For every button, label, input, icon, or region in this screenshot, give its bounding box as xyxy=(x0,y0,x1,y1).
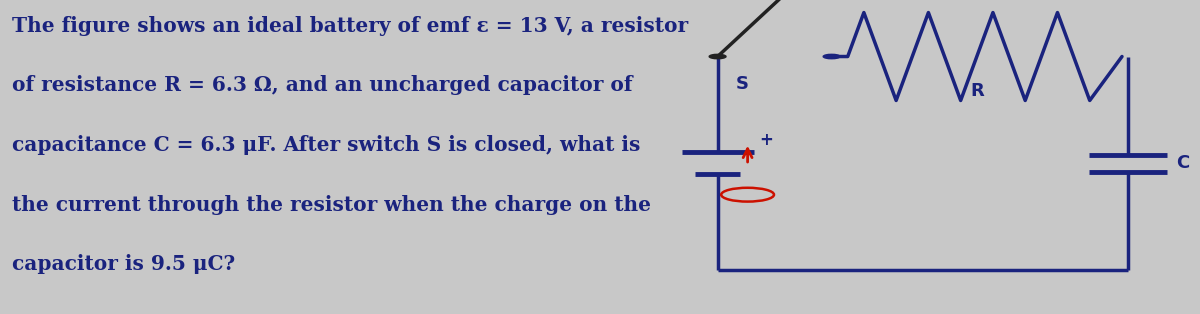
Circle shape xyxy=(823,54,840,59)
Text: +: + xyxy=(760,131,774,149)
Text: C: C xyxy=(1176,154,1190,172)
Text: the current through the resistor when the charge on the: the current through the resistor when th… xyxy=(12,195,650,215)
Text: R: R xyxy=(970,82,984,100)
Text: capacitor is 9.5 μC?: capacitor is 9.5 μC? xyxy=(12,254,235,274)
Text: capacitance C = 6.3 μF. After switch S is closed, what is: capacitance C = 6.3 μF. After switch S i… xyxy=(12,135,641,155)
Text: S: S xyxy=(736,75,749,93)
Text: The figure shows an ideal battery of emf ε = 13 V, a resistor: The figure shows an ideal battery of emf… xyxy=(12,16,688,36)
Text: of resistance R = 6.3 Ω, and an uncharged capacitor of: of resistance R = 6.3 Ω, and an uncharge… xyxy=(12,75,632,95)
Circle shape xyxy=(709,54,726,59)
